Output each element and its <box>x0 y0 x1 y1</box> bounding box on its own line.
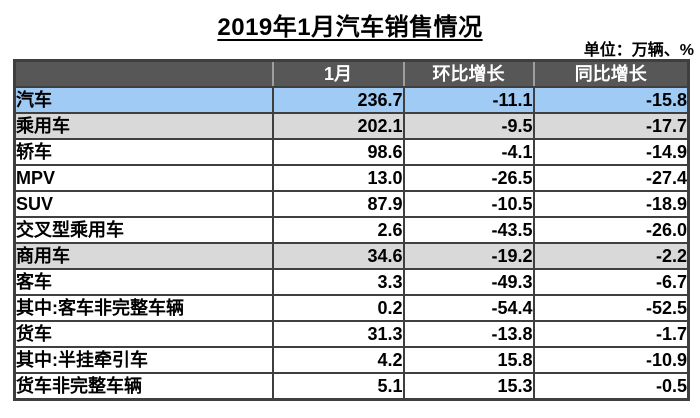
row-label: 货车 <box>13 320 274 348</box>
header-cell-category <box>13 59 274 88</box>
table-row: 货车非完整车辆 5.1 15.3 -0.5 <box>13 372 690 401</box>
row-value: 0.2 <box>271 294 405 322</box>
row-value: -9.5 <box>402 112 535 140</box>
row-value: 3.3 <box>271 268 405 296</box>
sales-table: 1月 环比增长 同比增长 汽车 236.7 -11.1 -15.8 乘用车 202.1 -9… <box>13 59 690 401</box>
table-header: 1月 环比增长 同比增长 <box>13 59 690 88</box>
row-value: -43.5 <box>402 216 535 244</box>
row-value: -49.3 <box>402 268 535 296</box>
row-label: SUV <box>13 190 274 218</box>
table-row: 其中:半挂牵引车 4.2 15.8 -10.9 <box>13 346 690 374</box>
row-label: 汽车 <box>13 86 274 114</box>
row-label: 轿车 <box>13 138 274 166</box>
row-value: 34.6 <box>271 242 405 270</box>
row-value: 98.6 <box>271 138 405 166</box>
row-value: -4.1 <box>402 138 535 166</box>
row-value: -17.7 <box>532 112 690 140</box>
row-value: -11.1 <box>402 86 535 114</box>
row-value: -1.7 <box>532 320 690 348</box>
table-row: 货车 31.3 -13.8 -1.7 <box>13 320 690 348</box>
row-value: -6.7 <box>532 268 690 296</box>
row-value: -52.5 <box>532 294 690 322</box>
table-row: 轿车 98.6 -4.1 -14.9 <box>13 138 690 166</box>
row-label: 货车非完整车辆 <box>13 372 274 401</box>
table-body: 汽车 236.7 -11.1 -15.8 乘用车 202.1 -9.5 -17.7 轿车 98.6… <box>13 86 690 401</box>
table-row: 其中:客车非完整车辆 0.2 -54.4 -52.5 <box>13 294 690 322</box>
row-value: -0.5 <box>532 372 690 401</box>
row-value: 5.1 <box>271 372 405 401</box>
row-value: 2.6 <box>271 216 405 244</box>
row-value: -19.2 <box>402 242 535 270</box>
table-row: 乘用车 202.1 -9.5 -17.7 <box>13 112 690 140</box>
row-value: -14.9 <box>532 138 690 166</box>
row-value: -2.2 <box>532 242 690 270</box>
row-label: 其中:客车非完整车辆 <box>13 294 274 322</box>
row-value: 87.9 <box>271 190 405 218</box>
row-label: 乘用车 <box>13 112 274 140</box>
row-value: -54.4 <box>402 294 535 322</box>
row-value: -26.5 <box>402 164 535 192</box>
row-value: -13.8 <box>402 320 535 348</box>
header-cell-january: 1月 <box>271 59 405 88</box>
table-row: 客车 3.3 -49.3 -6.7 <box>13 268 690 296</box>
header-row: 1月 环比增长 同比增长 <box>13 59 690 88</box>
table-row: SUV 87.9 -10.5 -18.9 <box>13 190 690 218</box>
row-value: 202.1 <box>271 112 405 140</box>
table-row: MPV 13.0 -26.5 -27.4 <box>13 164 690 192</box>
row-value: -26.0 <box>532 216 690 244</box>
row-value: 4.2 <box>271 346 405 374</box>
row-value: 15.3 <box>402 372 535 401</box>
row-label: MPV <box>13 164 274 192</box>
row-value: 15.8 <box>402 346 535 374</box>
row-value: -10.9 <box>532 346 690 374</box>
unit-label: 单位：万辆、% <box>583 42 694 59</box>
row-value: 31.3 <box>271 320 405 348</box>
row-label: 客车 <box>13 268 274 296</box>
row-value: -18.9 <box>532 190 690 218</box>
row-label: 商用车 <box>13 242 274 270</box>
row-label: 交叉型乘用车 <box>13 216 274 244</box>
row-value: 13.0 <box>271 164 405 192</box>
row-value: -10.5 <box>402 190 535 218</box>
page-title: 2019年1月汽车销售情况 <box>217 14 483 41</box>
table-row: 商用车 34.6 -19.2 -2.2 <box>13 242 690 270</box>
table-row: 汽车 236.7 -11.1 -15.8 <box>13 86 690 114</box>
header-cell-yoy-growth: 同比增长 <box>532 59 690 88</box>
row-value: -15.8 <box>532 86 690 114</box>
header-cell-mom-growth: 环比增长 <box>402 59 535 88</box>
row-value: -27.4 <box>532 164 690 192</box>
table-row: 交叉型乘用车 2.6 -43.5 -26.0 <box>13 216 690 244</box>
row-value: 236.7 <box>271 86 405 114</box>
row-label: 其中:半挂牵引车 <box>13 346 274 374</box>
